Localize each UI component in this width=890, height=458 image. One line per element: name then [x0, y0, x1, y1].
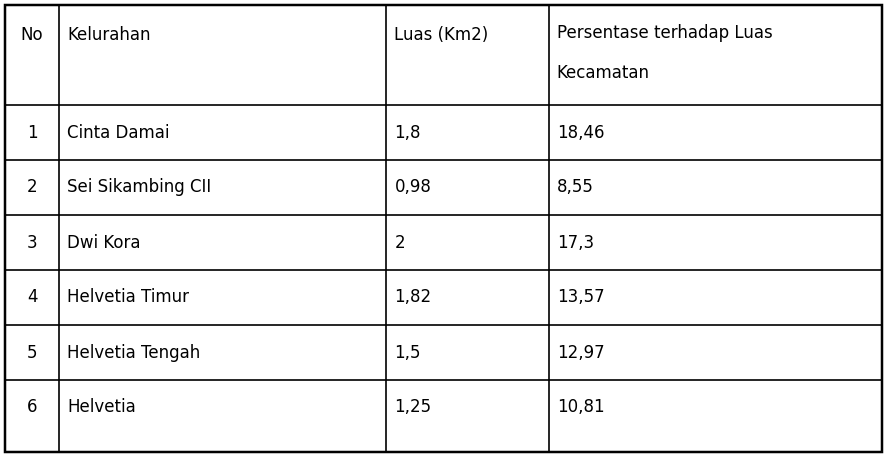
Text: 2: 2	[27, 179, 37, 196]
Text: 17,3: 17,3	[557, 234, 594, 251]
Text: Helvetia Tengah: Helvetia Tengah	[68, 344, 200, 361]
Text: 4: 4	[27, 289, 37, 306]
Text: 1,5: 1,5	[394, 344, 421, 361]
Text: 1,82: 1,82	[394, 289, 432, 306]
Text: 1: 1	[27, 124, 37, 142]
Text: 1,8: 1,8	[394, 124, 421, 142]
Text: Dwi Kora: Dwi Kora	[68, 234, 141, 251]
Text: Cinta Damai: Cinta Damai	[68, 124, 170, 142]
Text: 2: 2	[394, 234, 405, 251]
Text: 18,46: 18,46	[557, 124, 604, 142]
Text: Persentase terhadap Luas: Persentase terhadap Luas	[557, 24, 773, 42]
Text: 6: 6	[27, 398, 37, 416]
Text: Helvetia: Helvetia	[68, 398, 136, 416]
Text: Kecamatan: Kecamatan	[557, 64, 650, 82]
Text: 12,97: 12,97	[557, 344, 604, 361]
Text: Kelurahan: Kelurahan	[68, 26, 151, 44]
Text: 10,81: 10,81	[557, 398, 604, 416]
Text: 1,25: 1,25	[394, 398, 432, 416]
Text: Helvetia Timur: Helvetia Timur	[68, 289, 190, 306]
Text: 13,57: 13,57	[557, 289, 604, 306]
Text: 5: 5	[27, 344, 37, 361]
Text: Luas (Km2): Luas (Km2)	[394, 26, 489, 44]
Text: 0,98: 0,98	[394, 179, 432, 196]
Text: 8,55: 8,55	[557, 179, 594, 196]
Text: 3: 3	[27, 234, 37, 251]
Text: Sei Sikambing CII: Sei Sikambing CII	[68, 179, 212, 196]
Text: No: No	[20, 26, 44, 44]
